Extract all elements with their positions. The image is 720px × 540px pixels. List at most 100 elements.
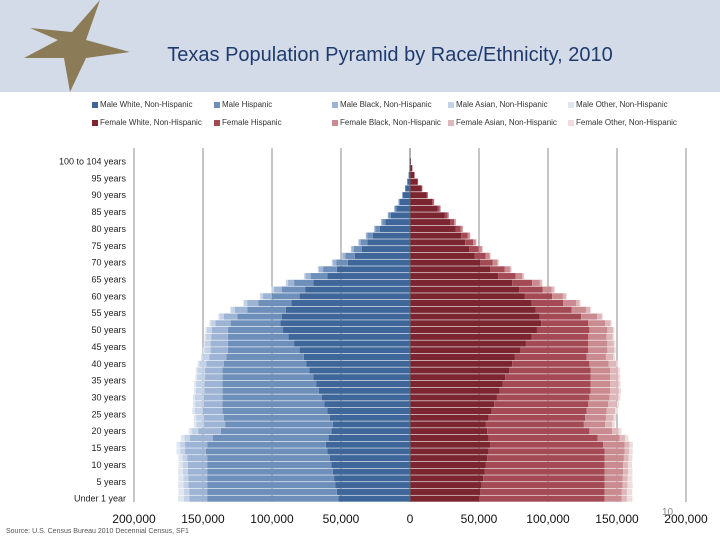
bar-segment [410, 259, 481, 266]
bar-segment [192, 401, 196, 408]
bar-segment [200, 353, 203, 361]
bar-segment [439, 205, 441, 212]
bar-segment [178, 488, 184, 495]
x-tick-label: 50,000 [461, 512, 498, 526]
y-tick-label: 75 years [91, 241, 126, 251]
bar-segment [192, 394, 195, 401]
bar-segment [194, 407, 203, 415]
bar-segment [410, 286, 520, 293]
bar-segment [218, 313, 220, 320]
legend-label: Female Asian, Non-Hispanic [456, 118, 557, 127]
bar-segment [215, 320, 231, 327]
bar-segment [410, 340, 526, 347]
bar-segment [306, 360, 410, 367]
bar-segment [180, 441, 186, 448]
bar-segment [607, 347, 615, 354]
bar-segment [222, 380, 317, 388]
bar-segment [405, 185, 410, 192]
bar-segment [624, 448, 630, 455]
bar-segment [206, 360, 224, 367]
bar-segment [197, 367, 206, 374]
bar-segment [604, 461, 624, 468]
bar-segment [247, 306, 286, 313]
bar-segment [498, 273, 516, 280]
legend-item: Female Hispanic [214, 118, 282, 128]
bar-segment [191, 428, 199, 435]
bar-segment [479, 495, 605, 502]
bar-segment [178, 475, 184, 482]
bar-segment [496, 394, 590, 401]
bar-segment [187, 455, 208, 462]
bar-segment [410, 232, 462, 239]
bar-segment [551, 286, 555, 293]
bar-segment [615, 407, 618, 415]
y-tick-label: 55 years [91, 308, 126, 318]
bar-segment [342, 252, 346, 259]
y-tick-label: 80 years [91, 224, 126, 234]
legend-item: Male Hispanic [214, 100, 272, 110]
x-tick-label: 100,000 [250, 512, 294, 526]
bar-segment [624, 441, 630, 448]
bar-segment [541, 320, 589, 327]
bar-segment [318, 387, 410, 394]
bar-segment [410, 320, 542, 327]
bar-segment [450, 219, 455, 226]
bar-segment [178, 468, 183, 475]
legend-item: Male Other, Non-Hispanic [568, 100, 668, 110]
bar-segment [467, 232, 470, 239]
bar-segment [410, 266, 491, 273]
bar-segment [612, 428, 619, 435]
bar-segment [410, 165, 413, 172]
bar-segment [189, 495, 208, 502]
bar-segment [606, 407, 616, 415]
bar-segment [388, 212, 391, 219]
bar-segment [432, 198, 434, 206]
bar-segment [520, 347, 589, 354]
legend-swatch [448, 101, 454, 108]
bar-segment [283, 326, 410, 334]
bar-segment [618, 367, 620, 374]
bar-segment [222, 387, 319, 394]
bar-segment [588, 401, 609, 408]
bar-segment [623, 455, 629, 462]
bar-segment [205, 448, 328, 455]
bar-segment [622, 482, 628, 489]
bar-segment [197, 374, 206, 381]
bar-segment [204, 333, 206, 340]
bar-segment [243, 300, 248, 307]
bar-segment [189, 488, 208, 495]
bar-segment [612, 333, 615, 340]
bar-segment [410, 367, 510, 374]
bar-segment [341, 252, 343, 259]
bar-segment [531, 300, 564, 307]
bar-segment [485, 461, 605, 468]
bar-segment [183, 495, 190, 502]
bar-segment [185, 441, 208, 448]
star-shape [24, 0, 130, 92]
bar-segment [605, 320, 611, 327]
bar-segment [205, 326, 207, 334]
bar-segment [579, 300, 581, 307]
bar-segment [562, 293, 567, 300]
bar-segment [629, 448, 633, 455]
bar-segment [207, 495, 339, 502]
bar-segment [606, 333, 613, 340]
bar-segment [410, 482, 482, 489]
bar-segment [410, 387, 500, 394]
bar-segment [227, 326, 284, 334]
legend-item: Male Black, Non-Hispanic [332, 100, 432, 110]
x-tick-label: 200,000 [664, 512, 708, 526]
bar-segment [539, 279, 543, 286]
bar-segment [313, 279, 410, 286]
bar-segment [532, 279, 540, 286]
bar-segment [447, 212, 449, 219]
bar-segment [505, 374, 591, 381]
bar-segment [589, 394, 610, 401]
bar-segment [199, 360, 207, 367]
bar-segment [193, 421, 197, 428]
bar-segment [410, 468, 485, 475]
bar-segment [437, 205, 440, 212]
y-tick-label: 50 years [91, 325, 126, 335]
bar-segment [485, 252, 490, 259]
bar-segment [410, 192, 427, 199]
